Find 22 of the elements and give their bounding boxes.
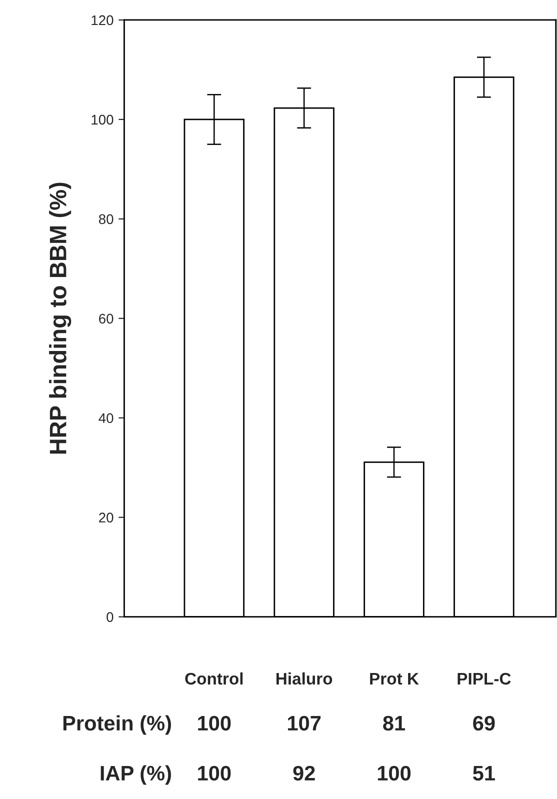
y-axis-title: HRP binding to BBM (%) <box>49 182 72 454</box>
y-tick-label: 60 <box>99 314 114 324</box>
x-tick-label: PIPL-C <box>458 672 511 685</box>
text: 100 <box>198 766 231 781</box>
x-tick-label: Control <box>185 672 243 685</box>
y-tick-label: 120 <box>92 15 114 26</box>
text: 92 <box>293 766 315 781</box>
y-tick-label: 80 <box>98 214 114 224</box>
y-tick-label: 20 <box>99 512 114 523</box>
y-tick-label: 100 <box>92 114 114 125</box>
text: Protein (%) <box>63 715 171 735</box>
text: 100 <box>198 716 231 731</box>
y-tick-label: 0 <box>106 612 114 622</box>
text: 107 <box>288 716 321 731</box>
x-tick-label: Hialuro <box>276 672 332 685</box>
text: 100 <box>378 766 411 781</box>
text: IAP (%) <box>100 765 171 785</box>
text: 51 <box>472 766 495 781</box>
text: 81 <box>383 716 406 731</box>
text: 69 <box>473 716 495 731</box>
x-tick-label: Prot K <box>370 672 419 685</box>
y-tick-label: 40 <box>98 413 114 424</box>
